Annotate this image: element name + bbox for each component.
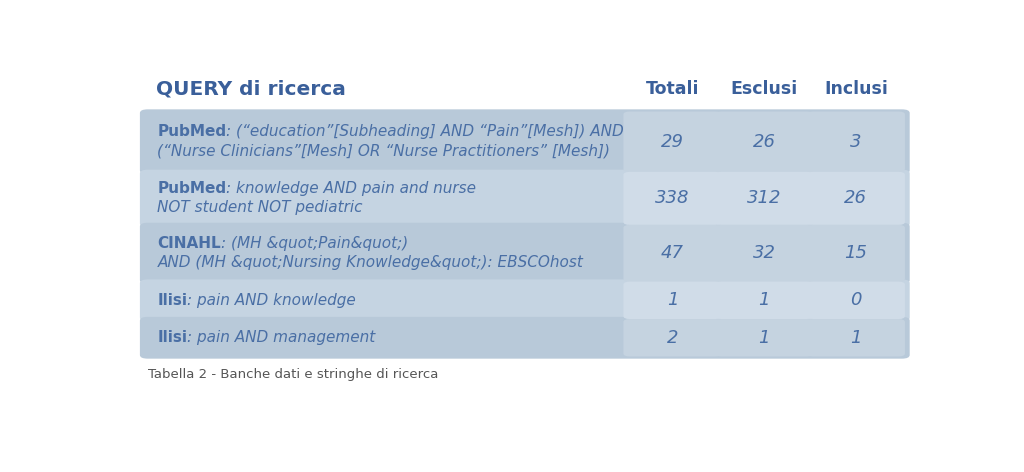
- Text: 26: 26: [753, 133, 775, 151]
- Text: PubMed: PubMed: [158, 181, 226, 196]
- FancyBboxPatch shape: [715, 282, 813, 319]
- Text: 29: 29: [660, 133, 684, 151]
- Text: Totali: Totali: [646, 80, 699, 98]
- FancyBboxPatch shape: [140, 169, 909, 227]
- Text: Tabella 2 - Banche dati e stringhe di ricerca: Tabella 2 - Banche dati e stringhe di ri…: [147, 368, 438, 381]
- Text: PubMed: PubMed: [158, 124, 226, 139]
- FancyBboxPatch shape: [715, 225, 813, 282]
- Text: Ilisi: Ilisi: [158, 293, 187, 308]
- Text: : pain AND management: : pain AND management: [187, 330, 376, 345]
- Text: CINAHL: CINAHL: [158, 236, 221, 251]
- FancyBboxPatch shape: [624, 319, 722, 356]
- Text: 3: 3: [850, 133, 861, 151]
- Text: Inclusi: Inclusi: [824, 80, 888, 98]
- Text: Esclusi: Esclusi: [730, 80, 798, 98]
- FancyBboxPatch shape: [807, 225, 905, 282]
- FancyBboxPatch shape: [624, 172, 722, 225]
- Text: : (MH &quot;Pain&quot;): : (MH &quot;Pain&quot;): [221, 236, 409, 251]
- FancyBboxPatch shape: [715, 319, 813, 356]
- Text: QUERY di ricerca: QUERY di ricerca: [156, 80, 346, 99]
- Text: 2: 2: [667, 329, 678, 347]
- FancyBboxPatch shape: [624, 282, 722, 319]
- Text: 1: 1: [667, 291, 678, 309]
- Text: 47: 47: [660, 244, 684, 262]
- Text: : knowledge AND pain and nurse: : knowledge AND pain and nurse: [226, 181, 476, 196]
- FancyBboxPatch shape: [807, 111, 905, 172]
- Text: AND (MH &quot;Nursing Knowledge&quot;): EBSCOhost: AND (MH &quot;Nursing Knowledge&quot;): …: [158, 255, 584, 270]
- FancyBboxPatch shape: [624, 111, 722, 172]
- Text: 32: 32: [753, 244, 775, 262]
- Text: 1: 1: [850, 329, 861, 347]
- FancyBboxPatch shape: [624, 225, 722, 282]
- Text: NOT student NOT pediatric: NOT student NOT pediatric: [158, 200, 362, 215]
- Text: : pain AND knowledge: : pain AND knowledge: [187, 293, 356, 308]
- FancyBboxPatch shape: [807, 282, 905, 319]
- FancyBboxPatch shape: [140, 317, 909, 359]
- Text: 1: 1: [759, 291, 770, 309]
- Text: 312: 312: [746, 189, 781, 207]
- Text: 338: 338: [655, 189, 690, 207]
- FancyBboxPatch shape: [140, 223, 909, 284]
- FancyBboxPatch shape: [715, 172, 813, 225]
- FancyBboxPatch shape: [807, 172, 905, 225]
- Text: : (“education”[Subheading] AND “Pain”[Mesh]) AND: : (“education”[Subheading] AND “Pain”[Me…: [226, 124, 625, 139]
- FancyBboxPatch shape: [140, 110, 909, 174]
- Text: 0: 0: [850, 291, 861, 309]
- Text: Ilisi: Ilisi: [158, 330, 187, 345]
- FancyBboxPatch shape: [140, 279, 909, 321]
- Text: 1: 1: [759, 329, 770, 347]
- FancyBboxPatch shape: [807, 319, 905, 356]
- Text: 15: 15: [845, 244, 867, 262]
- FancyBboxPatch shape: [715, 111, 813, 172]
- Text: (“Nurse Clinicians”[Mesh] OR “Nurse Practitioners” [Mesh]): (“Nurse Clinicians”[Mesh] OR “Nurse Prac…: [158, 143, 610, 158]
- Text: 26: 26: [845, 189, 867, 207]
